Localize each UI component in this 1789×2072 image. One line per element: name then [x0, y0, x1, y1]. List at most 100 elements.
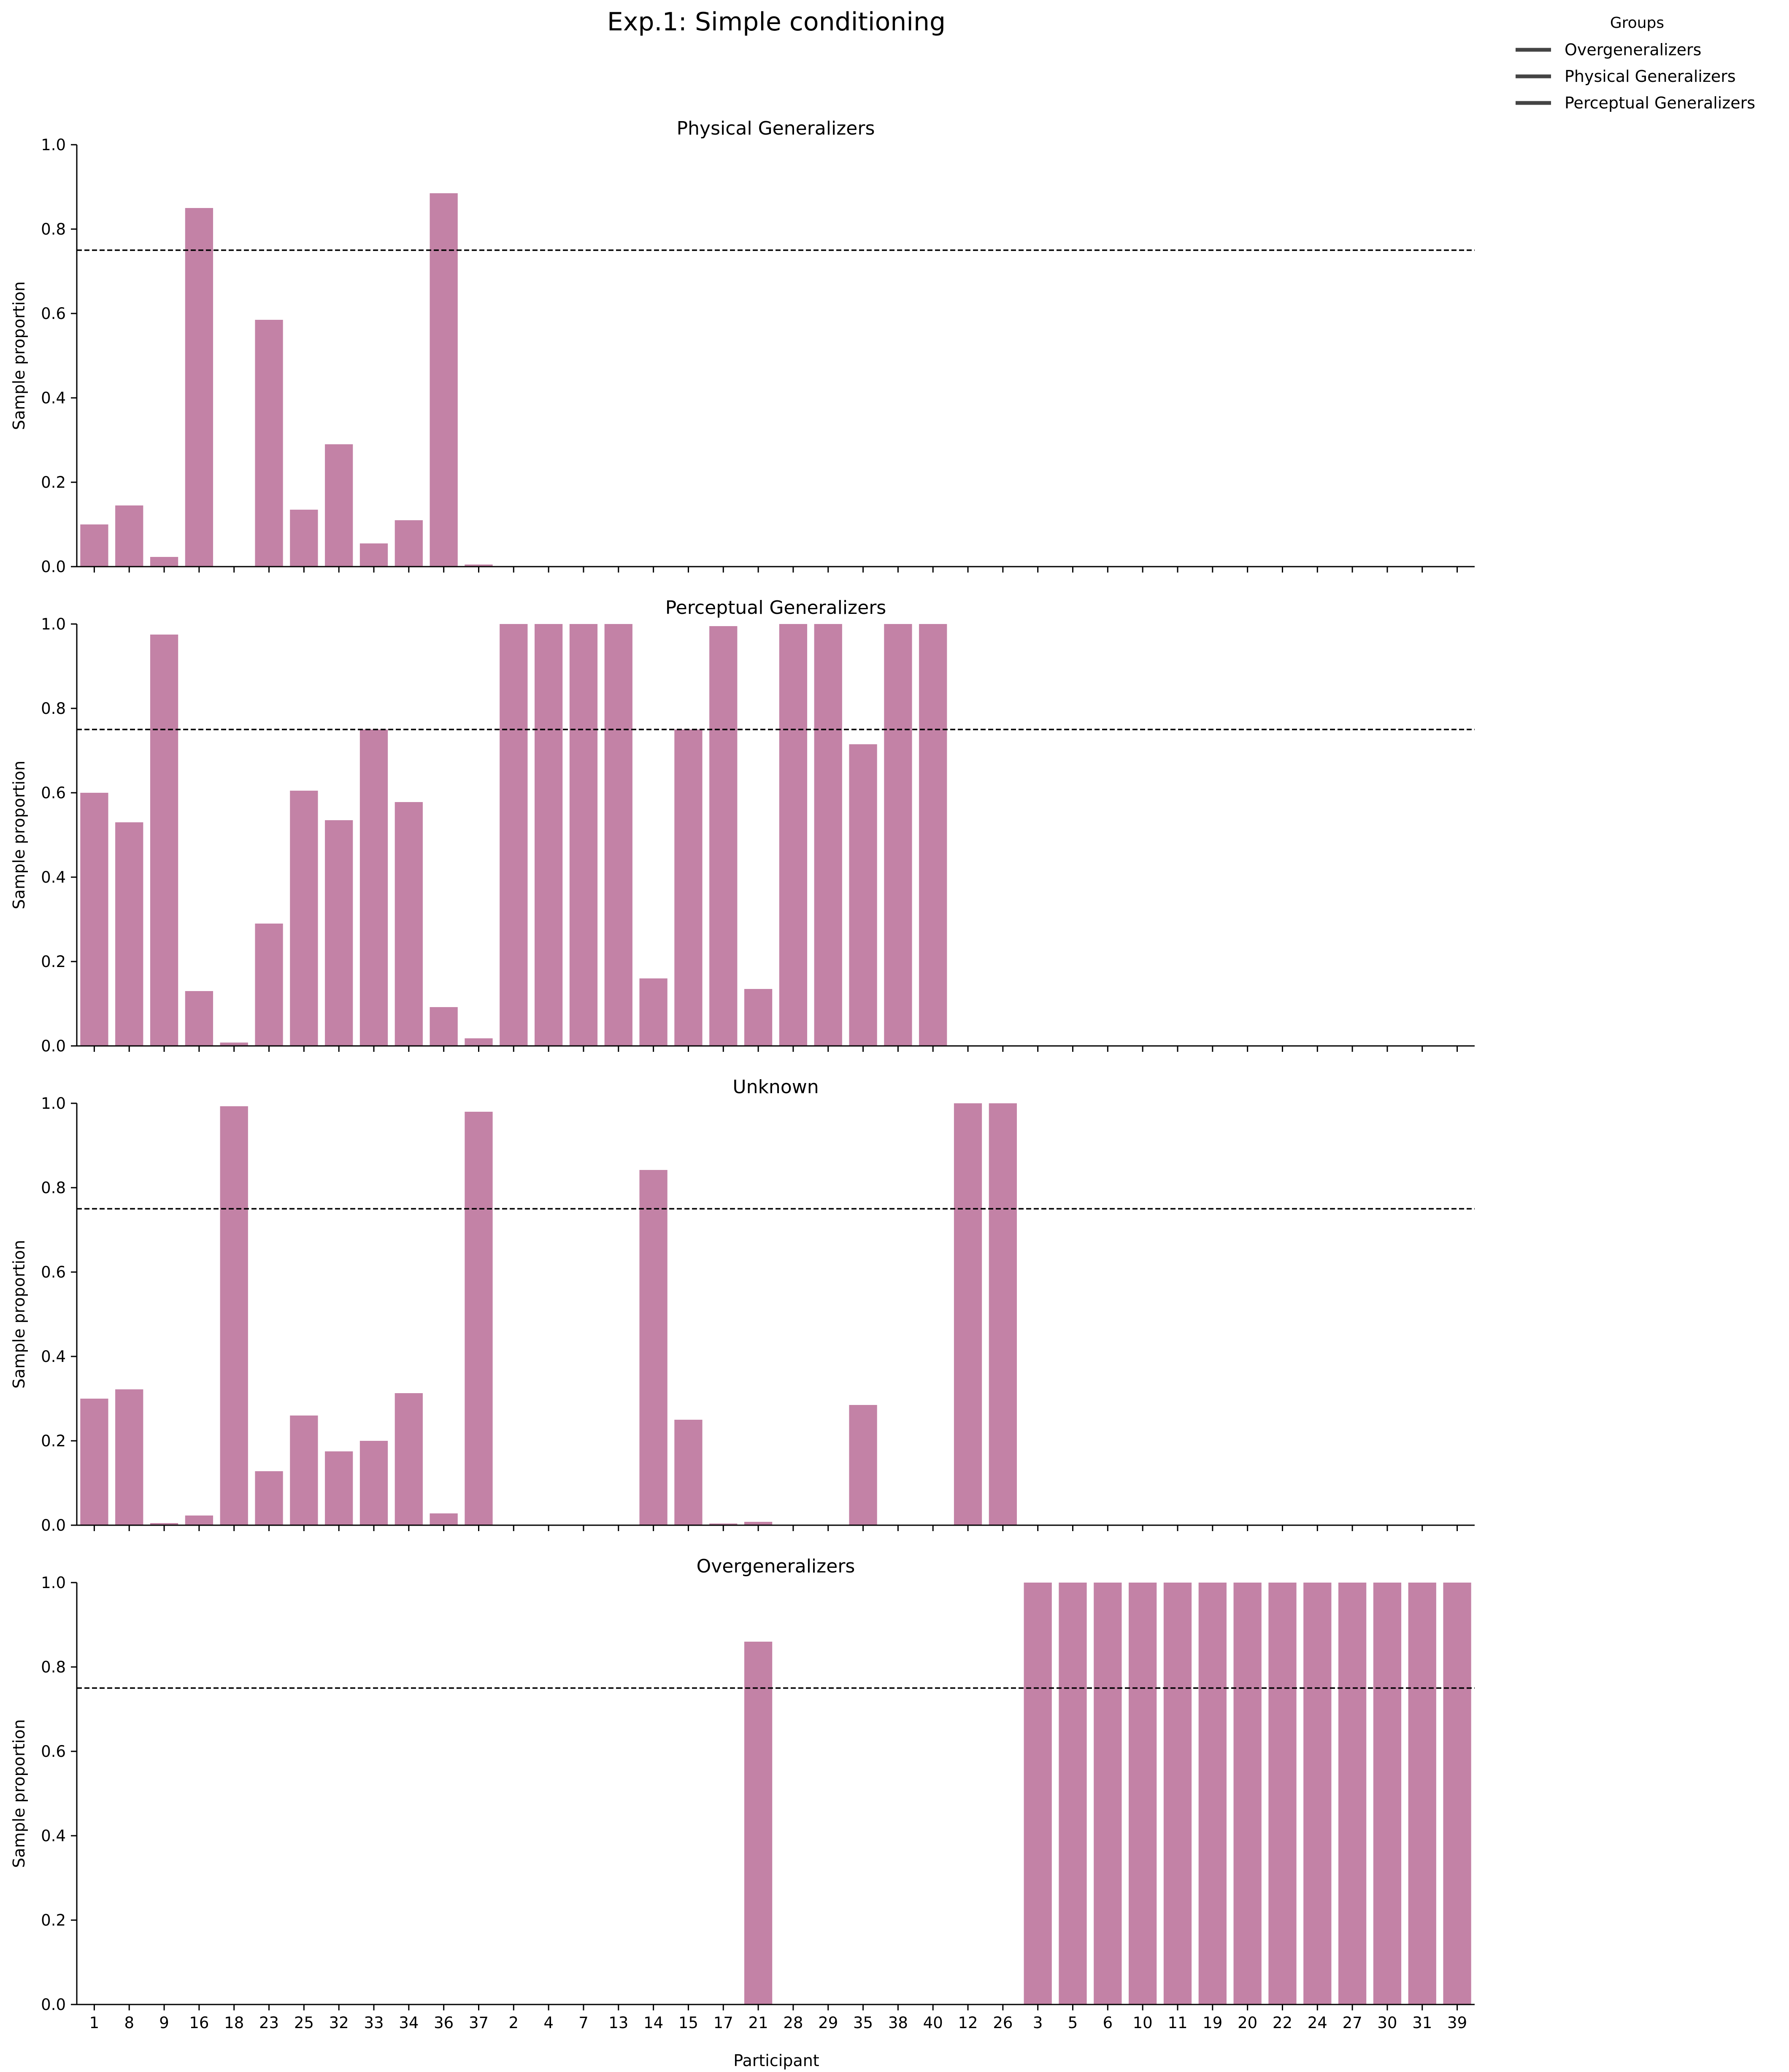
- legend-label-overgeneralizers: Overgeneralizers: [1565, 41, 1701, 59]
- y-tick-label: 0.0: [41, 1037, 66, 1055]
- legend-title: Groups: [1610, 14, 1664, 32]
- bar-8: [115, 822, 143, 1046]
- bar-15: [674, 1420, 703, 1525]
- bar-16: [185, 1516, 213, 1525]
- bar-9: [150, 557, 178, 567]
- bar-21: [744, 989, 773, 1046]
- x-tick-label-28: 28: [783, 2014, 803, 2032]
- x-tick-label-31: 31: [1412, 2014, 1432, 2032]
- y-tick-label: 1.0: [41, 1574, 66, 1592]
- bar-32: [325, 444, 353, 567]
- x-tick-label-12: 12: [958, 2014, 978, 2032]
- legend-entry-perceptual-generalizers: Perceptual Generalizers: [1516, 94, 1755, 112]
- bar-6: [1094, 1583, 1122, 2004]
- y-tick-label: 1.0: [41, 615, 66, 633]
- x-tick-label-29: 29: [818, 2014, 838, 2032]
- x-tick-label-18: 18: [224, 2014, 244, 2032]
- x-tick-label-21: 21: [749, 2014, 768, 2032]
- x-tick-label-14: 14: [643, 2014, 663, 2032]
- y-tick-label: 0.6: [41, 1263, 66, 1281]
- bar-10: [1129, 1583, 1157, 2004]
- bar-34: [395, 1393, 423, 1525]
- x-tick-label-24: 24: [1308, 2014, 1327, 2032]
- bar-36: [430, 1007, 458, 1046]
- bar-34: [395, 802, 423, 1046]
- bar-37: [465, 1112, 493, 1525]
- x-tick-label-25: 25: [294, 2014, 314, 2032]
- bar-36: [430, 193, 458, 567]
- y-tick-label: 0.0: [41, 558, 66, 576]
- x-tick-label-13: 13: [608, 2014, 628, 2032]
- bar-37: [465, 1038, 493, 1046]
- y-tick-label: 0.6: [41, 1742, 66, 1761]
- bar-3: [1024, 1583, 1052, 2004]
- x-tick-label-23: 23: [259, 2014, 279, 2032]
- x-tick-label-8: 8: [124, 2014, 134, 2032]
- panel-2: Perceptual Generalizers 0.0 0.2 0.4 0.6 0.8 1.…: [10, 597, 1475, 1055]
- bar-20: [1233, 1583, 1262, 2004]
- x-tick-label-16: 16: [189, 2014, 209, 2032]
- panel-3: Unknown 0.0 0.2 0.4 0.6 0.8 1.0 Sample proporti…: [10, 1076, 1475, 1534]
- y-axis-label: Sample proportion: [10, 1240, 28, 1389]
- panel-title: Overgeneralizers: [697, 1556, 855, 1577]
- y-tick-label: 0.6: [41, 784, 66, 802]
- bar-12: [954, 1103, 982, 1525]
- bar-21: [744, 1522, 773, 1525]
- y-tick-label: 1.0: [41, 1094, 66, 1113]
- panels: Physical Generalizers 0.0 0.2 0.4 0.6 0.8 1.0 S…: [10, 118, 1475, 2032]
- x-axis-label: Participant: [733, 2051, 819, 2070]
- bar-23: [255, 320, 283, 567]
- legend-entry-overgeneralizers: Overgeneralizers: [1516, 41, 1701, 59]
- panel-4: Overgeneralizers 0.0 0.2 0.4 0.6 0.8 1.0 Sample…: [10, 1556, 1475, 2032]
- y-tick-label: 0.0: [41, 1516, 66, 1534]
- x-tick-label-9: 9: [159, 2014, 169, 2032]
- x-tick-label-20: 20: [1238, 2014, 1257, 2032]
- bar-24: [1303, 1583, 1332, 2004]
- bar-32: [325, 1451, 353, 1525]
- y-tick-label: 0.2: [41, 473, 66, 492]
- bar-13: [604, 624, 632, 1046]
- bar-14: [639, 978, 667, 1046]
- x-tick-label-30: 30: [1377, 2014, 1397, 2032]
- bar-1: [80, 524, 108, 567]
- x-tick-label-38: 38: [888, 2014, 908, 2032]
- y-tick-label: 0.8: [41, 1179, 66, 1197]
- legend: Groups Overgeneralizers Physical General…: [1516, 14, 1755, 112]
- panel-title: Physical Generalizers: [677, 118, 875, 139]
- x-tick-label-10: 10: [1133, 2014, 1153, 2032]
- bar-30: [1373, 1583, 1402, 2004]
- x-tick-label-15: 15: [678, 2014, 698, 2032]
- x-tick-label-11: 11: [1167, 2014, 1187, 2032]
- y-tick-label: 0.6: [41, 305, 66, 323]
- x-tick-label-33: 33: [364, 2014, 384, 2032]
- bar-4: [535, 624, 563, 1046]
- bar-33: [359, 543, 388, 567]
- y-axis-label: Sample proportion: [10, 1719, 28, 1868]
- x-tick-label-36: 36: [434, 2014, 454, 2032]
- bar-5: [1059, 1583, 1087, 2004]
- x-tick-label-1: 1: [89, 2014, 100, 2032]
- x-tick-label-4: 4: [543, 2014, 554, 2032]
- panel-title: Unknown: [732, 1076, 819, 1098]
- y-tick-label: 1.0: [41, 136, 66, 154]
- legend-entry-physical-generalizers: Physical Generalizers: [1516, 67, 1736, 86]
- bar-19: [1198, 1583, 1227, 2004]
- x-tick-label-3: 3: [1033, 2014, 1043, 2032]
- x-tick-label-27: 27: [1343, 2014, 1362, 2032]
- bar-8: [115, 505, 143, 567]
- y-tick-label: 0.2: [41, 1911, 66, 1929]
- x-tick-label-39: 39: [1447, 2014, 1467, 2032]
- x-tick-label-26: 26: [993, 2014, 1013, 2032]
- x-tick-label-32: 32: [329, 2014, 349, 2032]
- bar-21: [744, 1642, 773, 2004]
- bar-23: [255, 924, 283, 1046]
- bar-16: [185, 991, 213, 1046]
- bar-40: [919, 624, 947, 1046]
- y-tick-label: 0.0: [41, 1996, 66, 2014]
- bar-2: [500, 624, 528, 1046]
- bar-1: [80, 1399, 108, 1525]
- bar-17: [709, 626, 738, 1046]
- y-tick-label: 0.4: [41, 389, 66, 407]
- x-tick-label-5: 5: [1068, 2014, 1078, 2032]
